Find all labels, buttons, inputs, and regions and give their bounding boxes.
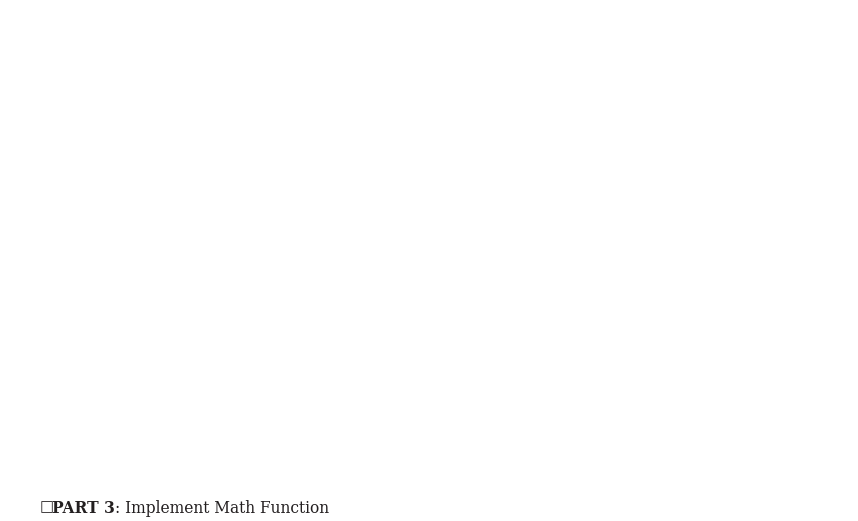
Text: □: □	[40, 500, 54, 514]
Text: : Implement Math Function: : Implement Math Function	[115, 500, 329, 517]
Text: PART 3: PART 3	[52, 500, 115, 517]
